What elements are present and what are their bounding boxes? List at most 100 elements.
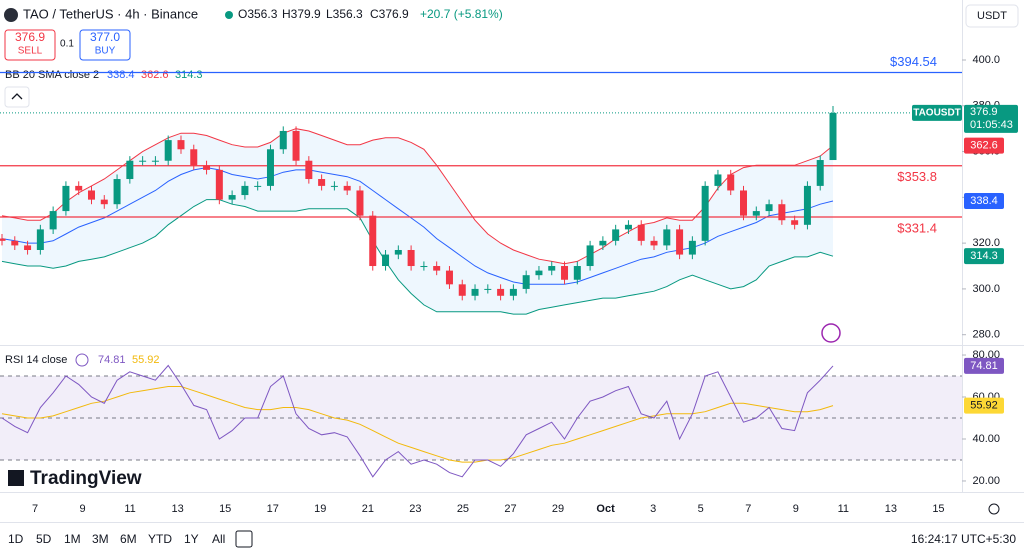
x-tick-label: 13 [885,503,897,515]
buy-label[interactable]: BUY [95,46,116,57]
last-price-value: 376.9 [970,106,998,118]
range-button[interactable]: 5D [36,532,52,546]
candle-body [87,190,95,200]
candle-body [803,185,811,225]
x-tick-label: 29 [552,503,564,515]
range-button[interactable]: YTD [148,532,172,546]
rsi-icon[interactable] [75,353,89,367]
rsi-line [1,364,834,478]
bb-legend-name[interactable]: BB 20 SMA close 2 [5,69,99,81]
candle-body [139,160,147,162]
y-tick-label: 400.0 [972,54,1000,66]
bb-upper [1,128,834,265]
rsi-legend-name[interactable]: RSI 14 close [5,354,67,366]
candle-body [279,130,287,150]
candle-body [318,179,326,186]
bb-lower-badge [964,248,1004,265]
y-tick-label: 320.0 [972,237,1000,249]
candle-body [535,270,543,276]
buy-price[interactable]: 377.0 [90,30,120,44]
symbol-icon[interactable] [4,8,18,22]
candle-body [471,288,479,296]
candle-body [36,229,44,250]
candle-body [497,288,505,296]
range-button[interactable]: 1Y [184,532,199,546]
change: +20.7 (+5.81%) [420,7,503,21]
candle-body [599,240,607,246]
candle-body [330,185,338,187]
x-tick-label: Oct [596,503,615,515]
bb-lower [1,199,834,315]
currency[interactable]: USDT [977,10,1007,22]
band-fill [2,128,833,315]
candle-body [676,229,684,255]
candle-body [11,240,19,246]
sell-price[interactable]: 376.9 [15,30,45,44]
x-tick-label: 17 [267,503,279,515]
range-button[interactable]: 1D [8,532,24,546]
price-line-label: $331.4 [897,220,937,235]
rsi-ma [1,386,834,463]
y-tick-label: 280.0 [972,329,1000,341]
bb-lower-value: 314.3 [970,250,998,262]
candle-body [509,288,517,296]
candle-body [228,195,236,200]
x-tick-label: 7 [745,503,751,515]
chart-title[interactable]: TAO / TetherUS · 4h · Binance [23,6,198,21]
range-button[interactable]: All [212,532,225,546]
range-button[interactable]: 1M [64,532,81,546]
bb-legend-lower: 314.3 [175,69,203,81]
alert-icon[interactable] [821,323,841,343]
candle-body [203,165,211,170]
rsi-legend-value: 74.81 [98,354,126,366]
clock: 16:24:17 UTC+5:30 [911,532,1016,546]
candle-body [164,140,172,161]
candle-body [573,266,581,280]
market-status [225,11,233,19]
candle-body [382,254,390,267]
candle-body [0,238,6,241]
candle-body [752,211,760,216]
x-tick-label: 15 [932,503,944,515]
collapse-button[interactable] [4,86,30,108]
sell-label[interactable]: SELL [18,46,43,57]
candle-body [624,224,632,230]
x-tick-label: 21 [362,503,374,515]
brand: TradingView [30,468,142,489]
ohlc-value: C376.9 [370,7,409,21]
candle-body [254,185,262,187]
candle-body [612,229,620,241]
candle-body [369,215,377,267]
bb-basis-value: 338.4 [970,195,998,207]
x-tick-label: 19 [314,503,326,515]
rsi-ma-value: 55.92 [970,399,998,411]
x-tick-label: 15 [219,503,231,515]
x-tick-label: 3 [650,503,656,515]
date-range-icon[interactable] [235,530,253,548]
candle-body [343,185,351,191]
ohlc-legend: O356.3 H379.9 L356.3 C376.9 [238,7,409,21]
settings-icon[interactable] [988,503,1000,515]
candle-body [688,240,696,255]
buy-button[interactable] [79,29,131,61]
rsi-value: 74.81 [970,360,998,372]
candle-body [548,266,556,271]
candle-body [126,160,134,180]
range-button[interactable]: 3M [92,532,109,546]
last-price-badge [964,104,1018,133]
ohlc-value: L356.3 [326,7,363,21]
rsi-tick-label: 40.00 [972,433,1000,445]
candle-body [637,224,645,241]
candle-body [75,185,83,191]
price-line-label: $353.8 [897,169,937,184]
ohlc-value: O356.3 [238,7,278,21]
range-button[interactable]: 6M [120,532,137,546]
candle-body [829,112,837,161]
x-tick-label: 7 [32,503,38,515]
currency-button[interactable] [965,4,1019,28]
bb-legend-upper: 362.6 [141,69,169,81]
sell-button[interactable] [4,29,56,61]
x-tick-label: 25 [457,503,469,515]
